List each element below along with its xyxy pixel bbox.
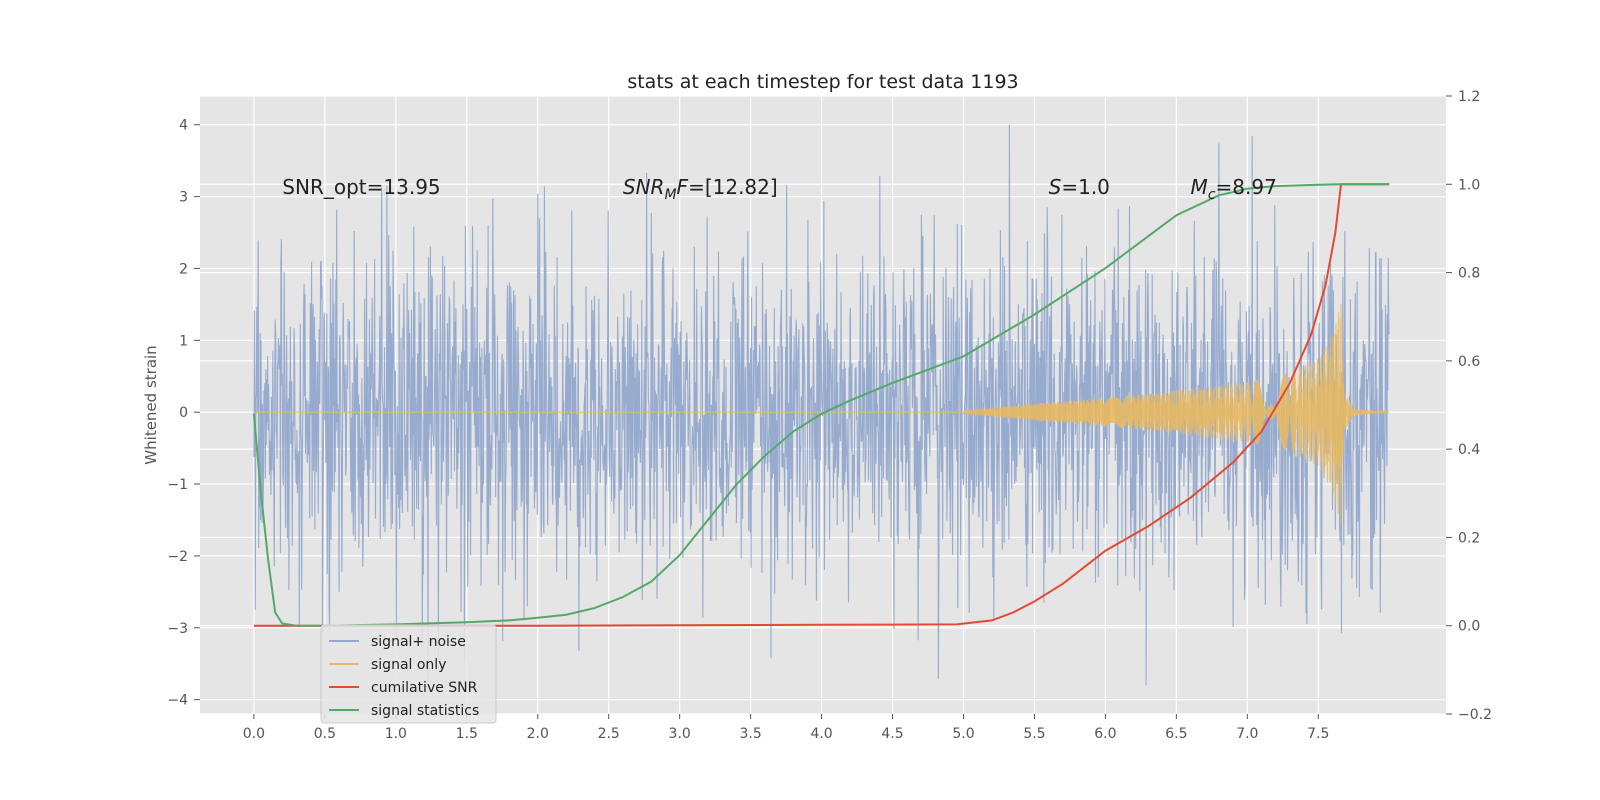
annotation-snr-mf: SNRMF=[12.82] xyxy=(623,175,778,203)
x-tick-label: 7.5 xyxy=(1307,726,1329,742)
legend: signal+ noise signal only cumilative SNR si… xyxy=(320,624,497,724)
y-tick-label: −2 xyxy=(167,549,188,565)
x-tick-label: 1.5 xyxy=(456,726,478,742)
y2-tick-label: 1.0 xyxy=(1458,177,1480,193)
x-tick-label: 3.5 xyxy=(739,726,761,742)
annotations: SNR_opt=13.95 SNRMF=[12.82] S=1.0 Mc=8.97 xyxy=(282,175,1277,203)
x-tick-label: 4.0 xyxy=(810,726,832,742)
x-tick-label: 1.0 xyxy=(385,726,407,742)
series-signal-statistics xyxy=(252,183,1390,627)
x-tick-label: 6.5 xyxy=(1165,726,1187,742)
y-tick-label: 1 xyxy=(179,333,188,349)
y-tick-label: 2 xyxy=(179,261,188,277)
y-tick-label: 4 xyxy=(179,118,188,134)
y2-tick-label: 0.8 xyxy=(1458,266,1480,282)
annotation-mc: Mc=8.97 xyxy=(1191,175,1277,203)
series-layer xyxy=(252,124,1390,686)
y2-tick-label: 0.2 xyxy=(1458,530,1480,546)
y2-tick-label: 0.4 xyxy=(1458,442,1480,458)
x-tick-label: 6.0 xyxy=(1094,726,1116,742)
x-tick-label: 5.5 xyxy=(1023,726,1045,742)
legend-box xyxy=(320,624,497,724)
chart-title: stats at each timestep for test data 119… xyxy=(627,71,1018,93)
y-axis-right: −0.2 0.0 0.2 0.4 0.6 0.8 1.0 1.2 xyxy=(1446,89,1492,723)
y-tick-label: 0 xyxy=(179,405,188,421)
y-tick-label: −1 xyxy=(167,477,188,493)
x-tick-label: 0.0 xyxy=(243,726,265,742)
y-tick-label: −4 xyxy=(167,693,188,709)
y-axis-left: −4 −3 −2 −1 0 1 2 3 4 xyxy=(167,118,200,709)
annotation-s-stat: S=1.0 xyxy=(1049,175,1110,199)
y2-tick-label: 0.0 xyxy=(1458,619,1480,635)
y2-tick-label: −0.2 xyxy=(1458,707,1492,723)
legend-label: signal only xyxy=(371,657,446,673)
y-tick-label: 3 xyxy=(179,190,188,206)
x-tick-label: 4.5 xyxy=(881,726,903,742)
x-axis: 0.0 0.5 1.0 1.5 2.0 2.5 3.0 3.5 4.0 4.5 5.0 5.5 6.0 6… xyxy=(243,714,1329,742)
y2-tick-label: 1.2 xyxy=(1458,89,1480,105)
y2-tick-label: 0.6 xyxy=(1458,354,1480,370)
x-tick-label: 3.0 xyxy=(669,726,691,742)
y-axis-label: Whitened strain xyxy=(142,345,160,464)
x-tick-label: 5.0 xyxy=(952,726,974,742)
y-tick-label: −3 xyxy=(167,621,188,637)
x-tick-label: 2.5 xyxy=(598,726,620,742)
legend-label: signal+ noise xyxy=(371,634,466,650)
x-tick-label: 0.5 xyxy=(314,726,336,742)
x-tick-label: 7.0 xyxy=(1236,726,1258,742)
x-tick-label: 2.0 xyxy=(527,726,549,742)
legend-label: cumilative SNR xyxy=(371,680,478,696)
series-cumilative-snr xyxy=(253,183,1390,627)
series-signal-only xyxy=(253,303,1390,525)
series-signal-noise xyxy=(253,124,1390,686)
annotation-snr-opt: SNR_opt=13.95 xyxy=(282,175,440,199)
legend-label: signal statistics xyxy=(371,703,479,719)
